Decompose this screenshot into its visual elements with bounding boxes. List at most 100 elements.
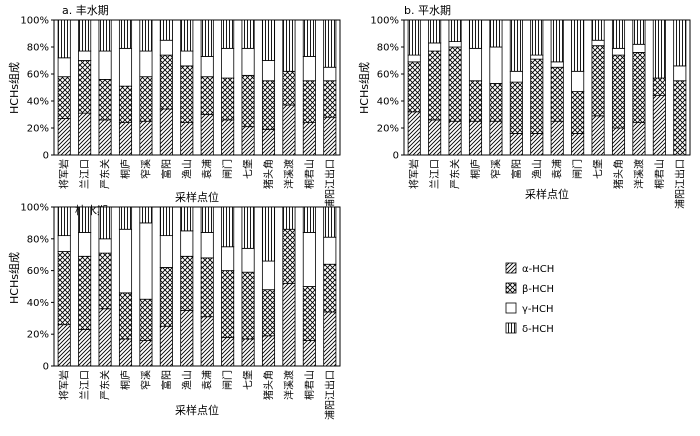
panel-c-bar-segment-s3-3: [118, 206, 133, 230]
panel-b-bar-segment-s3-13: [673, 19, 687, 67]
panel-c-category-label: 闸门: [221, 370, 234, 390]
panel-a-bar-segment-s1-6: [180, 65, 194, 124]
panel-a-bar-segment-s2-6: [180, 50, 194, 67]
panel-b-bar-segment-s0-0: [407, 111, 421, 156]
panel-c-category-label: 渔山: [181, 370, 193, 390]
panel-a-bar-segment-s2-1: [78, 50, 92, 61]
panel-a-bar-segment-s1-11: [282, 70, 296, 106]
panel-c-bar-segment-s3-2: [98, 206, 112, 240]
panel-c-bar-segment-s0-5: [159, 325, 173, 367]
panel-a-bar-segment-s3-9: [241, 19, 255, 49]
panel-b-bar-segment-s3-11: [632, 19, 646, 45]
panel-a-title: a. 丰水期: [62, 4, 109, 17]
panel-a-category-label: 窄溪: [139, 159, 152, 179]
panel-a-plot-frame: [53, 19, 341, 156]
panel-c-bar-segment-s3-1: [78, 206, 92, 233]
panel-a-ytick-label: 40%: [27, 97, 49, 108]
panel-c-bar-segment-s2-6: [180, 230, 194, 257]
panel-b-category-label: 严东关: [449, 159, 462, 189]
panel-b-bar-segment-s1-13: [673, 80, 687, 156]
panel-b-bar-segment-s3-10: [611, 19, 626, 49]
legend-label-alpha: α-HCH: [522, 264, 554, 275]
panel-a-category-label: 七堡: [242, 159, 255, 179]
panel-a-bar-segment-s3-6: [180, 19, 194, 52]
panel-b-bar-segment-s0-2: [448, 120, 462, 156]
panel-b-bar-segment-s1-12: [652, 77, 666, 97]
panel-c-chart: c. 枯水期 HCHs组成 采样点位 020%40%60%80%100%将军岩兰…: [7, 203, 341, 420]
panel-c-xlabel: 采样点位: [175, 403, 219, 417]
panel-a-xlabel: 采样点位: [175, 190, 219, 204]
panel-b-bar-segment-s3-3: [468, 19, 483, 49]
panel-c-bar-segment-s1-6: [180, 255, 194, 311]
panel-c-bar-segment-s2-10: [261, 260, 276, 291]
panel-c-bar-segment-s1-1: [78, 255, 92, 330]
panel-c-bar-segment-s1-8: [221, 270, 235, 338]
panel-a-bar-segment-s2-12: [302, 56, 316, 82]
panel-c-category-label: 窄溪: [139, 370, 152, 390]
panel-c-bar-segment-s1-7: [200, 257, 214, 318]
panel-b-bar-segment-s2-2: [448, 41, 462, 48]
panel-b-bar-segment-s0-7: [550, 120, 564, 156]
panel-a-category-label: 将军岩: [58, 159, 71, 189]
panel-b-bar-segment-s3-2: [448, 19, 462, 43]
panel-c-bar-segment-s3-7: [200, 206, 214, 233]
panel-c-bar-segment-s3-6: [180, 206, 194, 232]
panel-a-bar-segment-s2-2: [98, 50, 112, 80]
panel-b-bar-segment-s2-9: [591, 39, 605, 47]
panel-b-bar-segment-s0-3: [468, 120, 483, 156]
panel-a-bar-segment-s2-10: [261, 60, 276, 82]
panel-a-bar-segment-s3-5: [159, 19, 173, 41]
panel-c-bar-segment-s2-0: [57, 235, 71, 252]
panel-c-bar-segment-s0-3: [118, 338, 133, 367]
panel-a-bar-segment-s2-13: [323, 66, 337, 82]
panel-c-bar-segment-s2-2: [98, 238, 112, 254]
panel-b-bar-segment-s3-4: [489, 19, 503, 48]
panel-b-bar-segment-s1-1: [428, 50, 442, 121]
panel-a-bar-segment-s1-7: [200, 76, 214, 115]
panel-c-category-label: 兰江口: [78, 370, 91, 400]
panel-c-ytick-label: 100%: [20, 203, 49, 214]
panel-c-bar-segment-s0-2: [98, 308, 112, 367]
panel-c-bar-segment-s1-2: [98, 252, 112, 310]
panel-c-bar-segment-s2-9: [241, 247, 255, 273]
panel-a-category-label: 猪头角: [263, 159, 275, 189]
legend-swatch-gamma: [505, 302, 517, 314]
panel-a-bar-segment-s1-3: [118, 85, 133, 124]
panel-b-category-label: 渔山: [531, 159, 543, 179]
panel-b-ytick-label: 80%: [377, 43, 399, 54]
panel-c-bar-segment-s2-7: [200, 232, 214, 259]
panel-c-bar-segment-s1-3: [118, 292, 133, 340]
panel-a-bar-segment-s0-9: [241, 126, 255, 156]
panel-c-bar-segment-s3-8: [221, 206, 235, 248]
panel-c-bar-segment-s0-12: [302, 340, 316, 367]
panel-b-category-label: 桐君山: [653, 159, 666, 189]
panel-c-bar-segment-s2-4: [139, 222, 153, 300]
panel-c-bar-segment-s3-9: [241, 206, 255, 249]
panel-a-category-label: 严东关: [99, 159, 112, 189]
panel-c-bar-segment-s2-8: [221, 246, 235, 272]
panel-a-bar-segment-s0-4: [139, 120, 153, 156]
panel-c-category-label: 富阳: [160, 370, 173, 390]
panel-b-bar-segment-s1-0: [407, 61, 421, 113]
panel-a-bar-segment-s1-1: [78, 60, 92, 114]
panel-a-bar-segment-s0-11: [282, 104, 296, 156]
panel-b-category-label: 窄溪: [489, 159, 502, 179]
panel-a-bar-segment-s3-10: [261, 19, 276, 61]
panel-c-bar-segment-s1-4: [139, 298, 153, 341]
panel-c-bar-segment-s0-13: [323, 311, 337, 367]
panel-b-bar-segment-s3-7: [550, 19, 564, 63]
panel-a-bar-segment-s3-12: [302, 19, 316, 57]
panel-b-category-label: 闸门: [571, 159, 584, 179]
panel-b-ylabel: HCHs组成: [357, 62, 371, 114]
panel-a-category-label: 兰江口: [78, 159, 91, 189]
panel-c-category-label: 桐庐: [119, 370, 132, 390]
panel-c-bar-segment-s1-13: [323, 263, 337, 313]
panel-b-bar-segment-s3-8: [571, 19, 585, 72]
panel-a-bar-segment-s2-3: [118, 47, 133, 87]
panel-b-xlabel: 采样点位: [525, 187, 569, 201]
panel-a-bar-segment-s0-13: [323, 116, 337, 156]
panel-b-bar-segment-s2-5: [509, 70, 523, 83]
panel-c-bar-segment-s0-4: [139, 340, 153, 367]
panel-a-ylabel: HCHs组成: [7, 62, 21, 114]
